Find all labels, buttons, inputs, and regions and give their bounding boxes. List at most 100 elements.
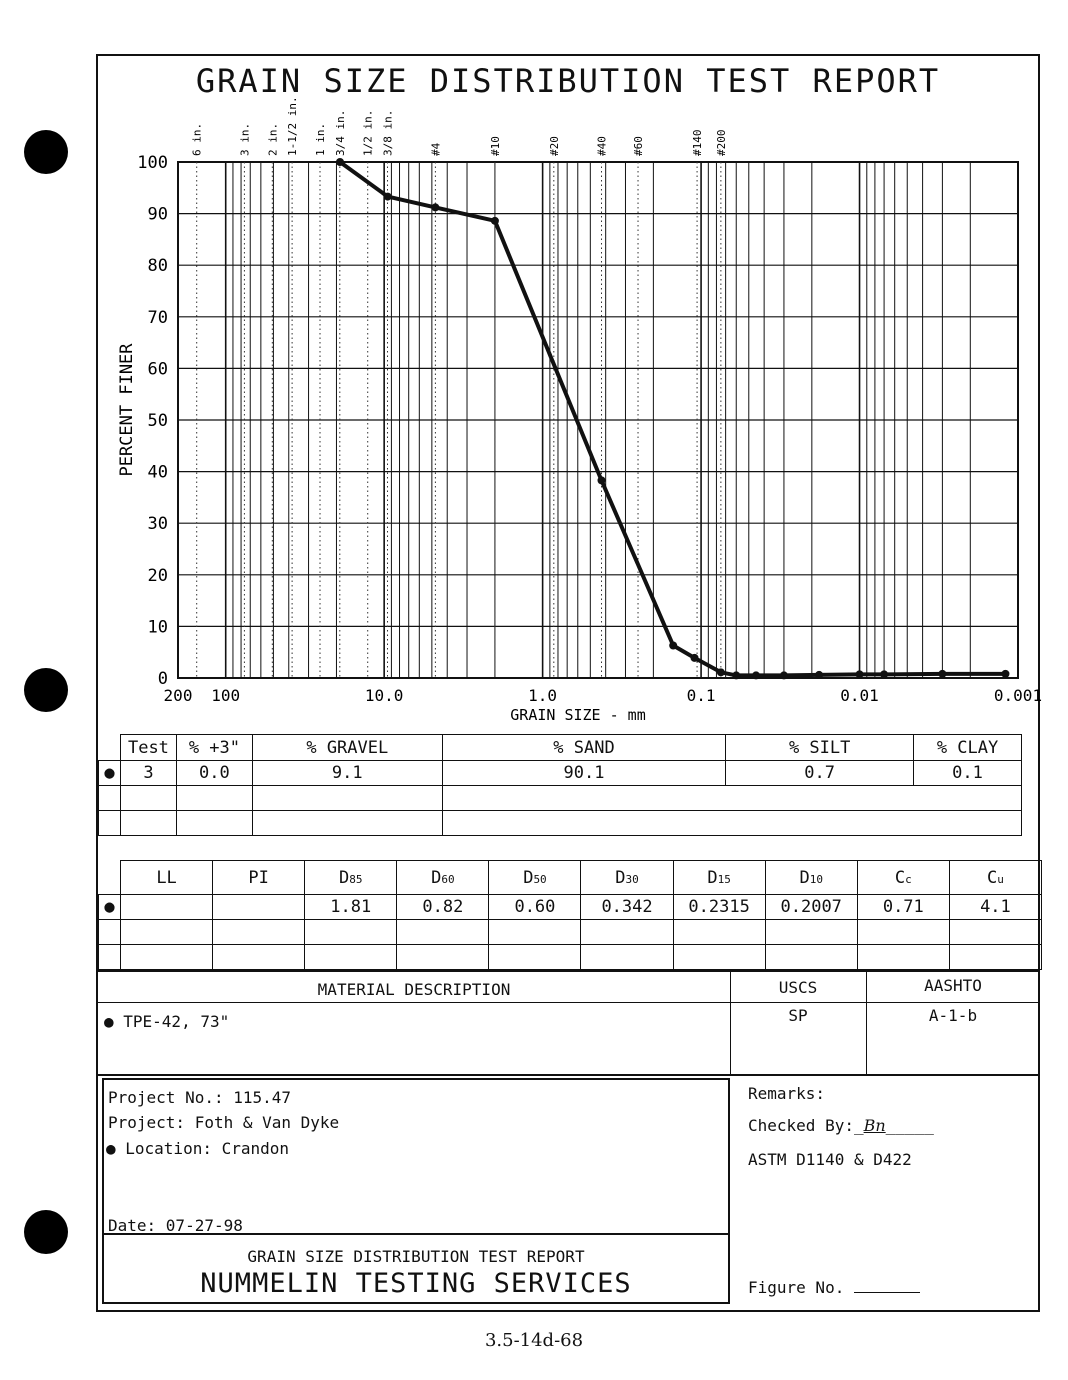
cell-d85: 1.81 <box>304 894 398 920</box>
cell-plus3: 0.0 <box>175 760 253 786</box>
sieve-label: 1/2 in. <box>362 110 375 156</box>
report-frame <box>96 54 1040 1312</box>
y-tick-label: 100 <box>137 153 168 173</box>
sieve-label: 2 in. <box>266 123 279 156</box>
uscs-value: SP <box>788 1006 808 1025</box>
y-tick-label: 30 <box>148 514 168 534</box>
header-d50: D50 <box>488 860 582 895</box>
gradation-curve <box>338 160 1006 678</box>
cell-silt: 0.7 <box>725 760 915 786</box>
binder-hole-middle <box>24 668 68 712</box>
y-tick-label: 10 <box>148 617 168 637</box>
material-block <box>98 970 1040 1076</box>
project-box <box>102 1078 730 1304</box>
header-sand: % SAND <box>441 734 727 761</box>
figure-number-label: Figure No. <box>748 1278 920 1297</box>
header-d15: D15 <box>672 860 766 895</box>
x-tick-label: 100 <box>211 686 240 705</box>
y-tick-label: 70 <box>148 308 168 328</box>
sieve-label: #10 <box>489 136 502 156</box>
y-tick-label: 90 <box>148 205 168 225</box>
sieve-label: #20 <box>548 136 561 156</box>
data-point <box>490 216 499 225</box>
grain-size-chart: 6 in. 3 in. 2 in. 1-1/2 in. 1 in. 3/4 in. 1/2 … <box>117 96 1042 724</box>
uscs-header: USCS <box>778 978 818 997</box>
project-date: Date: 07-27-98 <box>108 1216 243 1235</box>
x-tick-label: 0.001 <box>994 686 1042 705</box>
report-title: GRAIN SIZE DISTRIBUTION TEST REPORT <box>195 62 941 100</box>
project-number: Project No.: 115.47 <box>108 1088 292 1107</box>
row-marker: ● <box>97 894 122 920</box>
header-cc: Cc <box>856 860 950 895</box>
d-values-table: LL PI D85 D60 D50 D30 D15 D10 Cc Cu ● 1.… <box>97 860 1043 970</box>
header-test: Test <box>119 734 177 761</box>
sieve-label: 6 in. <box>191 123 204 156</box>
binder-hole-bottom <box>24 1210 68 1254</box>
material-description: ● TPE-42, 73" <box>104 1012 230 1031</box>
checked-by-label: Checked By:_Bn_____ <box>748 1116 934 1135</box>
sieve-label: 3 in. <box>238 123 251 156</box>
sieve-label: #200 <box>715 130 728 157</box>
data-point <box>716 668 725 677</box>
y-tick-label: 60 <box>148 359 168 379</box>
project-location: ● Location: Crandon <box>106 1139 290 1158</box>
sieve-label: #140 <box>691 130 704 157</box>
y-tick-label: 40 <box>148 463 168 483</box>
data-point <box>1001 669 1010 678</box>
sieve-label: #4 <box>429 142 442 156</box>
data-point <box>690 653 699 662</box>
y-tick-label: 0 <box>158 669 168 689</box>
project-name: Project: Foth & Van Dyke <box>108 1113 340 1132</box>
header-clay: % CLAY <box>913 734 1022 761</box>
data-point <box>779 671 788 680</box>
data-point <box>938 669 947 678</box>
data-point <box>431 203 440 212</box>
material-header-line <box>98 1002 1040 1003</box>
data-point <box>669 641 678 650</box>
aashto-header: AASHTO <box>924 976 982 995</box>
company-name: NUMMELIN TESTING SERVICES <box>200 1268 632 1299</box>
cell-d60: 0.82 <box>396 894 490 920</box>
sieve-label: 1-1/2 in. <box>286 96 299 156</box>
data-point <box>855 670 864 679</box>
cell-test: 3 <box>119 760 177 786</box>
x-axis-label: GRAIN SIZE - mm <box>510 706 645 724</box>
x-tick-label: 1.0 <box>528 686 557 705</box>
page-reference: 3.5-14d-68 <box>484 1330 584 1351</box>
header-d85: D85 <box>304 860 398 895</box>
y-axis-label: PERCENT FINER <box>117 343 137 477</box>
cell-ll <box>120 894 214 920</box>
header-cu: Cu <box>948 860 1043 895</box>
cell-d30: 0.342 <box>580 894 674 920</box>
data-point <box>752 671 761 680</box>
x-tick-label: 10.0 <box>365 686 404 705</box>
y-tick-label: 50 <box>148 411 168 431</box>
header-gravel: % GRAVEL <box>251 734 443 761</box>
material-description-header: MATERIAL DESCRIPTION <box>317 980 511 999</box>
checked-initials: Bn <box>863 1116 886 1135</box>
x-tick-label: 0.01 <box>840 686 879 705</box>
sieve-label: #40 <box>596 136 609 156</box>
header-ll: LL <box>120 860 214 895</box>
sieve-label: 3/4 in. <box>334 110 347 156</box>
sieve-label: 3/8 in. <box>382 110 395 156</box>
row-marker: ● <box>98 760 121 786</box>
remarks-label: Remarks: <box>748 1084 826 1103</box>
header-silt: % SILT <box>725 734 915 761</box>
data-point <box>597 476 606 485</box>
cell-d10: 0.2007 <box>764 894 858 920</box>
material-divider-1 <box>730 970 731 1076</box>
cell-pi <box>212 894 306 920</box>
data-point <box>732 671 741 680</box>
header-d60: D60 <box>396 860 490 895</box>
astm-standard: ASTM D1140 & D422 <box>748 1150 912 1169</box>
cell-cu: 4.1 <box>948 894 1043 920</box>
header-d10: D10 <box>764 860 858 895</box>
cell-clay: 0.1 <box>913 760 1022 786</box>
header-pi: PI <box>212 860 306 895</box>
sieve-label: #60 <box>632 136 645 156</box>
cell-sand: 90.1 <box>441 760 727 786</box>
data-point <box>880 670 889 679</box>
x-tick-label: 0.1 <box>687 686 716 705</box>
binder-hole-top <box>24 130 68 174</box>
